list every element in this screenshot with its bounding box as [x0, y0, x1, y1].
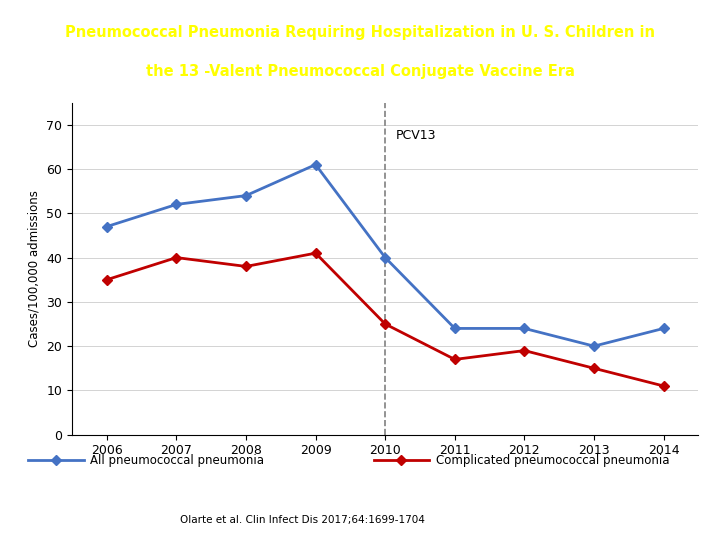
Text: All pneumococcal pneumonia: All pneumococcal pneumonia — [91, 454, 264, 467]
Text: Pneumococcal Pneumonia Requiring Hospitalization in U. S. Children in: Pneumococcal Pneumonia Requiring Hospita… — [65, 25, 655, 39]
Text: Complicated pneumococcal pneumonia: Complicated pneumococcal pneumonia — [436, 454, 670, 467]
Text: Olarte et al. Clin Infect Dis 2017;64:1699-1704: Olarte et al. Clin Infect Dis 2017;64:16… — [180, 515, 425, 525]
Text: PCV13: PCV13 — [396, 129, 436, 142]
Text: Pediatrics: Pediatrics — [14, 500, 76, 512]
Text: the 13 -Valent Pneumococcal Conjugate Vaccine Era: the 13 -Valent Pneumococcal Conjugate Va… — [145, 64, 575, 79]
Y-axis label: Cases/100,000 admissions: Cases/100,000 admissions — [28, 190, 41, 347]
